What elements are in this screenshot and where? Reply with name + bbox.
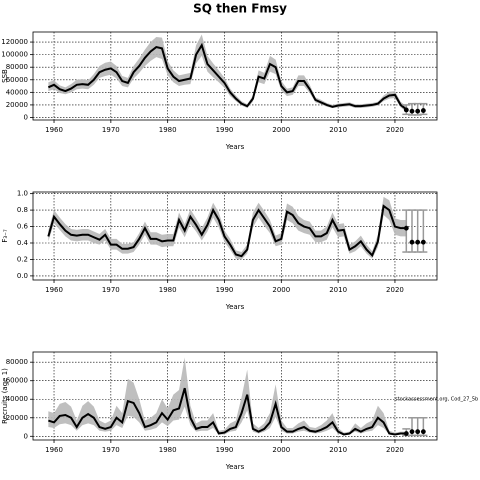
forecast-point bbox=[409, 429, 415, 435]
x-tick-label: 1980 bbox=[159, 446, 177, 454]
y-tick-label: 20000 bbox=[6, 414, 28, 422]
x-tick-label: 2010 bbox=[329, 126, 347, 134]
y-tick-label: 100000 bbox=[1, 51, 28, 59]
y-tick-label: 80000 bbox=[6, 358, 28, 366]
forecast-point bbox=[403, 225, 409, 231]
estimate-line bbox=[48, 387, 407, 436]
x-tick-label: 1960 bbox=[45, 126, 63, 134]
y-tick-label: 20000 bbox=[6, 101, 28, 109]
x-tick-label: 1980 bbox=[159, 286, 177, 294]
x-tick-label: 1960 bbox=[45, 446, 63, 454]
x-tick-label: 2000 bbox=[272, 446, 290, 454]
confidence-band bbox=[48, 34, 407, 112]
y-tick-label: 0 bbox=[24, 113, 28, 121]
x-tick-label: 2020 bbox=[386, 126, 404, 134]
y-tick-label: 0.2 bbox=[17, 255, 28, 263]
x-tick-label: 1990 bbox=[216, 286, 234, 294]
x-axis-label: Years bbox=[225, 463, 245, 471]
x-tick-label: 1960 bbox=[45, 286, 63, 294]
y-tick-label: 0.0 bbox=[17, 272, 28, 280]
estimate-line bbox=[47, 42, 407, 111]
confidence-band bbox=[48, 357, 407, 436]
x-tick-label: 1980 bbox=[159, 126, 177, 134]
figure-title: SQ then Fmsy bbox=[193, 2, 287, 16]
y-tick-label: 40000 bbox=[6, 88, 28, 96]
forecast-point bbox=[409, 108, 415, 114]
x-tick-label: 2020 bbox=[386, 286, 404, 294]
x-tick-label: 1970 bbox=[102, 446, 120, 454]
forecast-point bbox=[420, 239, 426, 245]
x-tick-label: 1970 bbox=[102, 286, 120, 294]
estimate-line bbox=[47, 204, 407, 258]
confidence-band bbox=[48, 196, 407, 260]
forecast-point bbox=[415, 239, 421, 245]
y-tick-label: 60000 bbox=[6, 76, 28, 84]
x-tick-label: 1990 bbox=[216, 446, 234, 454]
x-tick-label: 2010 bbox=[329, 446, 347, 454]
x-tick-label: 2020 bbox=[386, 446, 404, 454]
x-axis-label: Years bbox=[225, 143, 245, 151]
y-axis-label: SSB bbox=[1, 69, 9, 83]
x-tick-label: 1990 bbox=[216, 126, 234, 134]
y-tick-label: 120000 bbox=[1, 38, 28, 46]
y-tick-label: 0.6 bbox=[17, 223, 29, 231]
forecast-point bbox=[409, 239, 415, 245]
y-tick-label: 0 bbox=[24, 432, 28, 440]
forecast-point bbox=[403, 431, 409, 436]
y-tick-label: 80000 bbox=[6, 63, 28, 71]
x-axis-label: Years bbox=[225, 303, 245, 311]
y-tick-label: 60000 bbox=[6, 377, 28, 385]
plot-frame bbox=[32, 191, 438, 281]
y-axis-label: F₃₋₇ bbox=[1, 229, 9, 243]
forecast-point bbox=[420, 108, 426, 113]
y-tick-label: 0.4 bbox=[17, 239, 29, 247]
x-tick-label: 1970 bbox=[102, 126, 120, 134]
y-axis-label: Recruits (age 1) bbox=[1, 368, 9, 424]
y-tick-label: 0.8 bbox=[17, 206, 28, 214]
plot-frame bbox=[32, 351, 438, 441]
x-tick-label: 2000 bbox=[272, 286, 290, 294]
plot-frame bbox=[32, 31, 438, 121]
forecast-point bbox=[415, 429, 421, 435]
y-tick-label: 1.0 bbox=[17, 190, 28, 198]
y-tick-label: 40000 bbox=[6, 395, 28, 403]
annotation: stockassessment.org, Cod_27_5b bbox=[395, 397, 478, 403]
forecast-point bbox=[420, 429, 426, 435]
forecast-point bbox=[415, 108, 421, 114]
x-tick-label: 2000 bbox=[272, 126, 290, 134]
forecast-point bbox=[403, 107, 409, 113]
x-tick-label: 2010 bbox=[329, 286, 347, 294]
